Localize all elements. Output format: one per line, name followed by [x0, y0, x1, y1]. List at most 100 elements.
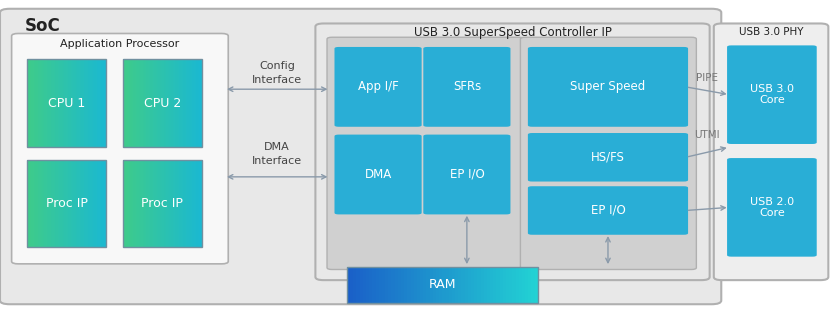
- Text: Application Processor: Application Processor: [61, 39, 179, 49]
- Bar: [95, 59, 97, 147]
- FancyBboxPatch shape: [12, 33, 228, 264]
- Bar: [129, 59, 130, 147]
- Bar: [61, 160, 63, 247]
- Bar: [30, 59, 32, 147]
- Bar: [164, 160, 165, 247]
- Bar: [55, 160, 56, 247]
- Bar: [54, 59, 55, 147]
- Bar: [388, 267, 392, 303]
- Bar: [30, 160, 32, 247]
- Bar: [404, 267, 408, 303]
- Text: USB 2.0
Core: USB 2.0 Core: [749, 197, 794, 218]
- Bar: [85, 160, 86, 247]
- Bar: [141, 160, 143, 247]
- Bar: [45, 160, 46, 247]
- Bar: [500, 267, 503, 303]
- Bar: [56, 59, 57, 147]
- Bar: [188, 59, 190, 147]
- Bar: [132, 160, 134, 247]
- Bar: [45, 59, 46, 147]
- Bar: [89, 59, 90, 147]
- Bar: [452, 267, 455, 303]
- Bar: [88, 59, 89, 147]
- Bar: [128, 160, 129, 247]
- Bar: [146, 59, 148, 147]
- FancyBboxPatch shape: [334, 135, 422, 214]
- FancyBboxPatch shape: [727, 45, 817, 144]
- Bar: [191, 59, 193, 147]
- Bar: [182, 59, 183, 147]
- Bar: [433, 267, 436, 303]
- Bar: [190, 160, 191, 247]
- Bar: [178, 160, 179, 247]
- Bar: [392, 267, 395, 303]
- FancyBboxPatch shape: [528, 186, 688, 235]
- Bar: [132, 59, 134, 147]
- Bar: [190, 59, 191, 147]
- Bar: [29, 160, 30, 247]
- Bar: [197, 59, 198, 147]
- Bar: [427, 267, 430, 303]
- Bar: [512, 267, 515, 303]
- Bar: [198, 59, 199, 147]
- Bar: [72, 59, 73, 147]
- Text: App I/F: App I/F: [358, 80, 398, 93]
- Bar: [413, 267, 417, 303]
- Text: DMA: DMA: [264, 142, 290, 152]
- Bar: [90, 160, 92, 247]
- FancyBboxPatch shape: [520, 37, 696, 269]
- Bar: [124, 59, 125, 147]
- Bar: [43, 59, 45, 147]
- Bar: [519, 267, 522, 303]
- Bar: [97, 59, 99, 147]
- Text: USB 3.0
Core: USB 3.0 Core: [749, 84, 794, 105]
- Bar: [32, 59, 34, 147]
- Bar: [159, 160, 161, 247]
- Bar: [496, 267, 500, 303]
- Bar: [61, 59, 63, 147]
- Bar: [55, 59, 56, 147]
- Text: USB 3.0 PHY: USB 3.0 PHY: [739, 27, 803, 37]
- Bar: [506, 267, 510, 303]
- Bar: [143, 59, 144, 147]
- Bar: [179, 160, 181, 247]
- Text: HS/FS: HS/FS: [591, 151, 625, 164]
- Bar: [136, 160, 137, 247]
- Bar: [131, 160, 132, 247]
- Bar: [398, 267, 401, 303]
- Bar: [144, 59, 145, 147]
- Bar: [172, 59, 173, 147]
- Text: USB 3.0 SuperSpeed Controller IP: USB 3.0 SuperSpeed Controller IP: [413, 26, 612, 39]
- FancyBboxPatch shape: [727, 158, 817, 257]
- Bar: [430, 267, 433, 303]
- Bar: [420, 267, 423, 303]
- Bar: [63, 160, 64, 247]
- Bar: [124, 160, 125, 247]
- Bar: [47, 59, 48, 147]
- Bar: [156, 59, 157, 147]
- Bar: [468, 267, 471, 303]
- Text: UTMI: UTMI: [695, 130, 720, 140]
- Bar: [84, 160, 85, 247]
- Bar: [48, 59, 50, 147]
- Bar: [123, 59, 124, 147]
- Bar: [401, 267, 404, 303]
- Bar: [37, 59, 38, 147]
- Bar: [174, 160, 175, 247]
- Bar: [38, 160, 39, 247]
- Bar: [168, 160, 170, 247]
- Bar: [375, 267, 378, 303]
- Bar: [177, 59, 178, 147]
- Text: RAM: RAM: [428, 279, 457, 291]
- Bar: [175, 160, 177, 247]
- Bar: [71, 160, 72, 247]
- Text: Interface: Interface: [252, 156, 302, 166]
- Bar: [471, 267, 474, 303]
- Text: Super Speed: Super Speed: [570, 80, 646, 93]
- Bar: [184, 160, 186, 247]
- Bar: [172, 160, 173, 247]
- Bar: [439, 267, 442, 303]
- Bar: [193, 160, 195, 247]
- Bar: [136, 59, 137, 147]
- Bar: [181, 59, 182, 147]
